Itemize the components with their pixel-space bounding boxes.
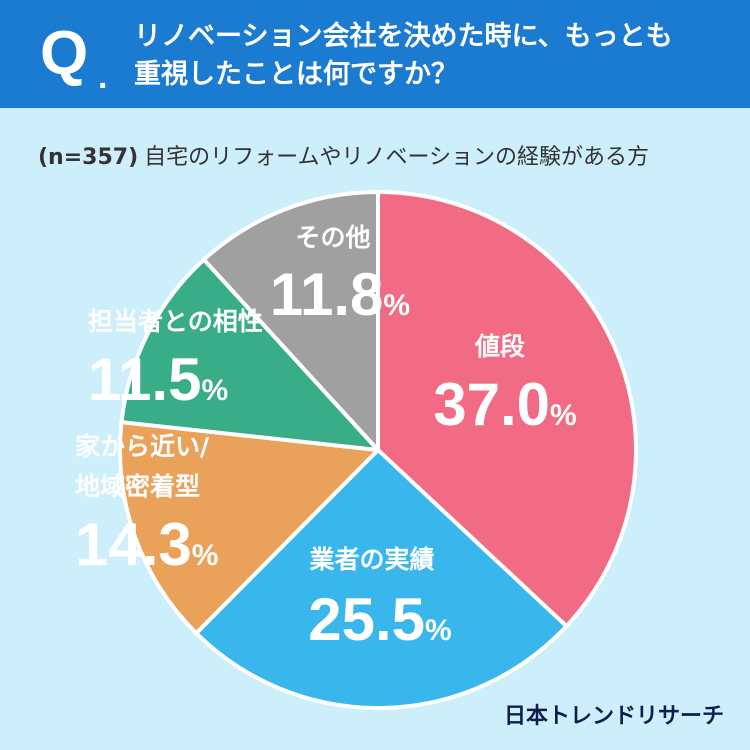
slice-label: 地域密着型 [75, 472, 200, 501]
question-line-2: 重視したことは何ですか？ [134, 59, 458, 90]
sample-size: (n=357) [38, 145, 139, 170]
slice-value: 11.5% [88, 346, 228, 413]
slice-value: 14.3% [75, 511, 218, 578]
slice-label: その他 [295, 223, 370, 252]
slice-label: 担当者との相性 [88, 307, 263, 336]
question-header: Q . リノベーション会社を決めた時に、もっとも 重視したことは何ですか？ [0, 0, 750, 108]
brand-logo: 日本トレンドリサーチ [503, 704, 724, 729]
slice-value: 37.0% [433, 371, 576, 438]
sample-info: (n=357) 自宅のリフォームやリノベーションの経験がある方 [38, 143, 649, 173]
q-dot: . [98, 58, 108, 96]
slice-label: 業者の実績 [309, 545, 434, 574]
pie-slice [119, 257, 380, 452]
q-mark: Q [40, 19, 89, 88]
pie-slice [194, 448, 569, 710]
slice-value: 11.8% [270, 261, 410, 328]
pie-slice [118, 420, 380, 636]
question-line-1: リノベーション会社を決めた時に、もっとも [134, 21, 673, 52]
slice-value: 25.5% [308, 586, 451, 653]
pie-slice [376, 190, 638, 629]
slice-label: 家から近い/ [75, 432, 210, 461]
sample-description: 自宅のリフォームやリノベーションの経験がある方 [144, 145, 650, 170]
pie-slice [201, 190, 380, 452]
question-text: リノベーション会社を決めた時に、もっとも 重視したことは何ですか？ [134, 18, 734, 94]
slice-label: 値段 [474, 332, 525, 361]
